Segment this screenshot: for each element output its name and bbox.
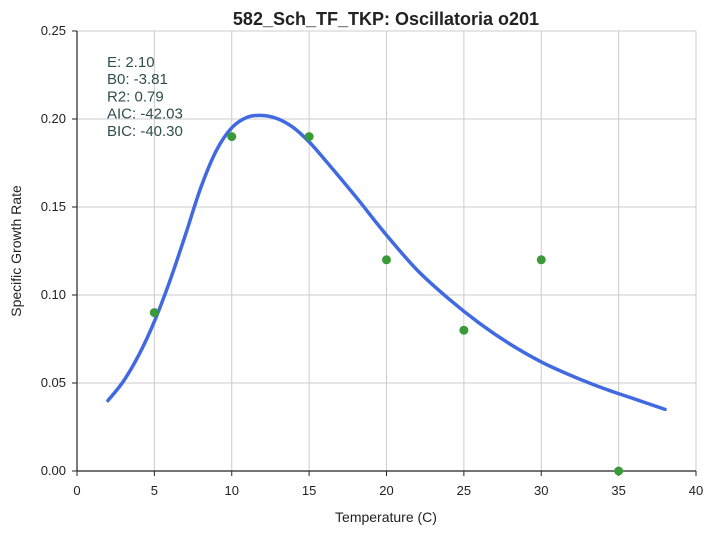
data-point xyxy=(149,308,159,318)
x-tick-label: 0 xyxy=(73,483,80,498)
y-tick-label: 0.05 xyxy=(41,375,66,390)
x-tick-label: 40 xyxy=(689,483,703,498)
y-axis-label: Specific Growth Rate xyxy=(8,185,24,317)
chart-title: 582_Sch_TF_TKP: Oscillatoria o201 xyxy=(233,9,539,29)
data-point xyxy=(536,255,546,265)
fit-statistic-line: AIC: -42.03 xyxy=(107,106,183,123)
x-tick-label: 10 xyxy=(225,483,239,498)
tick-labels: 0 5 10 15 20 25 30 35 40 0.00 0.05 0.10 0.15 0.20 0.25 xyxy=(41,23,704,498)
fit-statistic-line: E: 2.10 xyxy=(107,54,155,71)
y-tick-label: 0.10 xyxy=(41,287,66,302)
x-tick-label: 5 xyxy=(151,483,158,498)
data-point xyxy=(304,132,314,142)
x-tick-label: 20 xyxy=(379,483,393,498)
y-tick-label: 0.20 xyxy=(41,111,66,126)
grid-lines xyxy=(76,30,697,472)
data-points xyxy=(149,132,624,476)
x-axis-label: Temperature (C) xyxy=(335,509,437,525)
fitted-curve-line xyxy=(106,113,667,412)
y-tick-label: 0.00 xyxy=(41,463,66,478)
x-tick-label: 35 xyxy=(611,483,625,498)
data-point xyxy=(459,325,469,335)
data-point xyxy=(614,466,624,476)
y-tick-label: 0.25 xyxy=(41,23,66,38)
data-point xyxy=(227,132,237,142)
fit-statistic-line: R2: 0.79 xyxy=(107,88,164,105)
x-tick-label: 30 xyxy=(534,483,548,498)
fitted-curve xyxy=(106,113,667,412)
fit-statistic-line: B0: -3.81 xyxy=(107,71,168,88)
axes xyxy=(72,30,697,476)
y-tick-label: 0.15 xyxy=(41,199,66,214)
data-point xyxy=(382,255,391,265)
x-tick-label: 25 xyxy=(457,483,471,498)
x-tick-label: 15 xyxy=(302,483,316,498)
fit-statistic-line: BIC: -40.30 xyxy=(107,123,183,140)
